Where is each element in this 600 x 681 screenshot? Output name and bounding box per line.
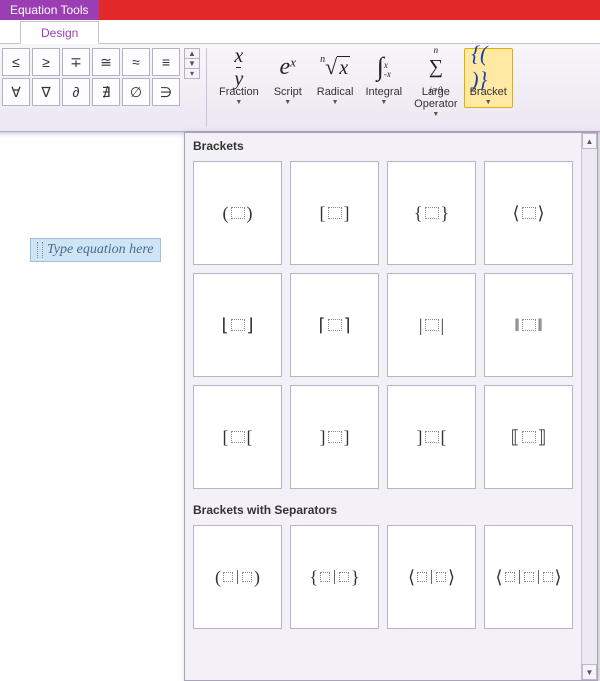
bracket-tile[interactable]: () [193, 525, 282, 629]
bracket-tile[interactable]: {} [290, 525, 379, 629]
scrollbar-down[interactable]: ▼ [582, 664, 597, 680]
fraction-icon: xy [222, 50, 256, 84]
bracket-label: Bracket [470, 86, 507, 98]
contextual-tab-label: Equation Tools [0, 0, 99, 20]
dropdown-caret-icon: ▼ [332, 99, 339, 106]
dropdown-caret-icon: ▼ [485, 99, 492, 106]
symbol-cell[interactable]: ≡ [152, 48, 180, 76]
dropdown-caret-icon: ▼ [432, 111, 439, 118]
symbol-cell[interactable]: ∇ [32, 78, 60, 106]
script-label: Script [274, 86, 302, 98]
symbol-cell[interactable]: ∄ [92, 78, 120, 106]
symbol-gallery-scroll: ▲ ▼ ▾ [184, 48, 200, 79]
script-button[interactable]: ex Script▼ [265, 48, 311, 108]
integral-label: Integral [365, 86, 402, 98]
gallery-scroll-down[interactable]: ▼ [184, 59, 200, 69]
radical-icon: n√x [318, 50, 352, 84]
bracket-tile[interactable]: ⟨⟩ [484, 161, 573, 265]
equation-handle-icon[interactable] [37, 242, 43, 258]
bracket-tile[interactable]: [] [290, 161, 379, 265]
dropdown-caret-icon: ▼ [235, 99, 242, 106]
bracket-dropdown: Brackets()[]{}⟨⟩⌊⌋⌈⌉||‖‖[[]]][⟦⟧Brackets… [184, 132, 598, 681]
tab-design[interactable]: Design [20, 21, 99, 44]
bracket-icon: {( )} [471, 50, 505, 84]
dropdown-grid: ()[]{}⟨⟩ ⌊⌋⌈⌉||‖‖ [[]]][⟦⟧ [185, 157, 581, 497]
symbol-cell[interactable]: ≅ [92, 48, 120, 76]
gallery-scroll-up[interactable]: ▲ [184, 48, 200, 59]
bracket-tile[interactable]: ⟨⟩ [484, 525, 573, 629]
largeop-icon: n∑i=0 [419, 50, 453, 84]
symbol-cell[interactable]: ∀ [2, 78, 30, 106]
fraction-label: Fraction [219, 86, 259, 98]
symbol-cell[interactable]: ≈ [122, 48, 150, 76]
symbol-cell[interactable]: ∅ [122, 78, 150, 106]
bracket-tile[interactable]: ]] [290, 385, 379, 489]
bracket-tile[interactable]: () [193, 161, 282, 265]
contextual-title-bar: Equation Tools [0, 0, 600, 20]
bracket-tile[interactable]: ][ [387, 385, 476, 489]
bracket-tile[interactable]: {} [387, 161, 476, 265]
symbol-cell[interactable]: ≤ [2, 48, 30, 76]
dropdown-caret-icon: ▼ [380, 99, 387, 106]
bracket-tile[interactable]: ⌈⌉ [290, 273, 379, 377]
bracket-tile[interactable]: ⟨⟩ [387, 525, 476, 629]
scrollbar-track[interactable] [582, 149, 597, 664]
symbol-cell[interactable]: ∓ [62, 48, 90, 76]
integral-button[interactable]: ∫x-x Integral▼ [359, 48, 408, 108]
bracket-button[interactable]: {( )} Bracket▼ [464, 48, 513, 108]
symbol-gallery: ≤≥∓≅≈≡ ∀∇∂∄∅∋ [0, 44, 182, 110]
symbol-cell[interactable]: ∂ [62, 78, 90, 106]
structure-buttons: xyFraction▼exScript▼n√xRadical▼∫x-xInteg… [213, 44, 513, 120]
symbol-cell[interactable]: ≥ [32, 48, 60, 76]
ribbon-tab-strip: Design [0, 20, 600, 44]
integral-icon: ∫x-x [367, 50, 401, 84]
dropdown-caret-icon: ▼ [284, 99, 291, 106]
ribbon-divider [206, 48, 207, 127]
bracket-tile[interactable]: ‖‖ [484, 273, 573, 377]
radical-label: Radical [317, 86, 354, 98]
bracket-tile[interactable]: [[ [193, 385, 282, 489]
bracket-tile[interactable]: ⟦⟧ [484, 385, 573, 489]
radical-button[interactable]: n√x Radical▼ [311, 48, 360, 108]
dropdown-section-header: Brackets with Separators [185, 497, 581, 521]
largeop-label: LargeOperator [414, 86, 457, 110]
fraction-button[interactable]: xy Fraction▼ [213, 48, 265, 108]
ribbon: ≤≥∓≅≈≡ ∀∇∂∄∅∋ ▲ ▼ ▾ xyFraction▼exScript▼… [0, 44, 600, 132]
dropdown-grid: (){}⟨⟩⟨⟩ [185, 521, 581, 637]
script-icon: ex [271, 50, 305, 84]
largeop-button[interactable]: n∑i=0LargeOperator▼ [408, 48, 463, 120]
equation-placeholder-text: Type equation here [47, 242, 154, 258]
gallery-scroll-more[interactable]: ▾ [184, 69, 200, 79]
equation-placeholder-box[interactable]: Type equation here [30, 238, 161, 262]
bracket-tile[interactable]: ⌊⌋ [193, 273, 282, 377]
symbol-cell[interactable]: ∋ [152, 78, 180, 106]
bracket-tile[interactable]: || [387, 273, 476, 377]
scrollbar-up[interactable]: ▲ [582, 133, 597, 149]
dropdown-section-header: Brackets [185, 133, 581, 157]
dropdown-scrollbar: ▲ ▼ [581, 133, 597, 680]
